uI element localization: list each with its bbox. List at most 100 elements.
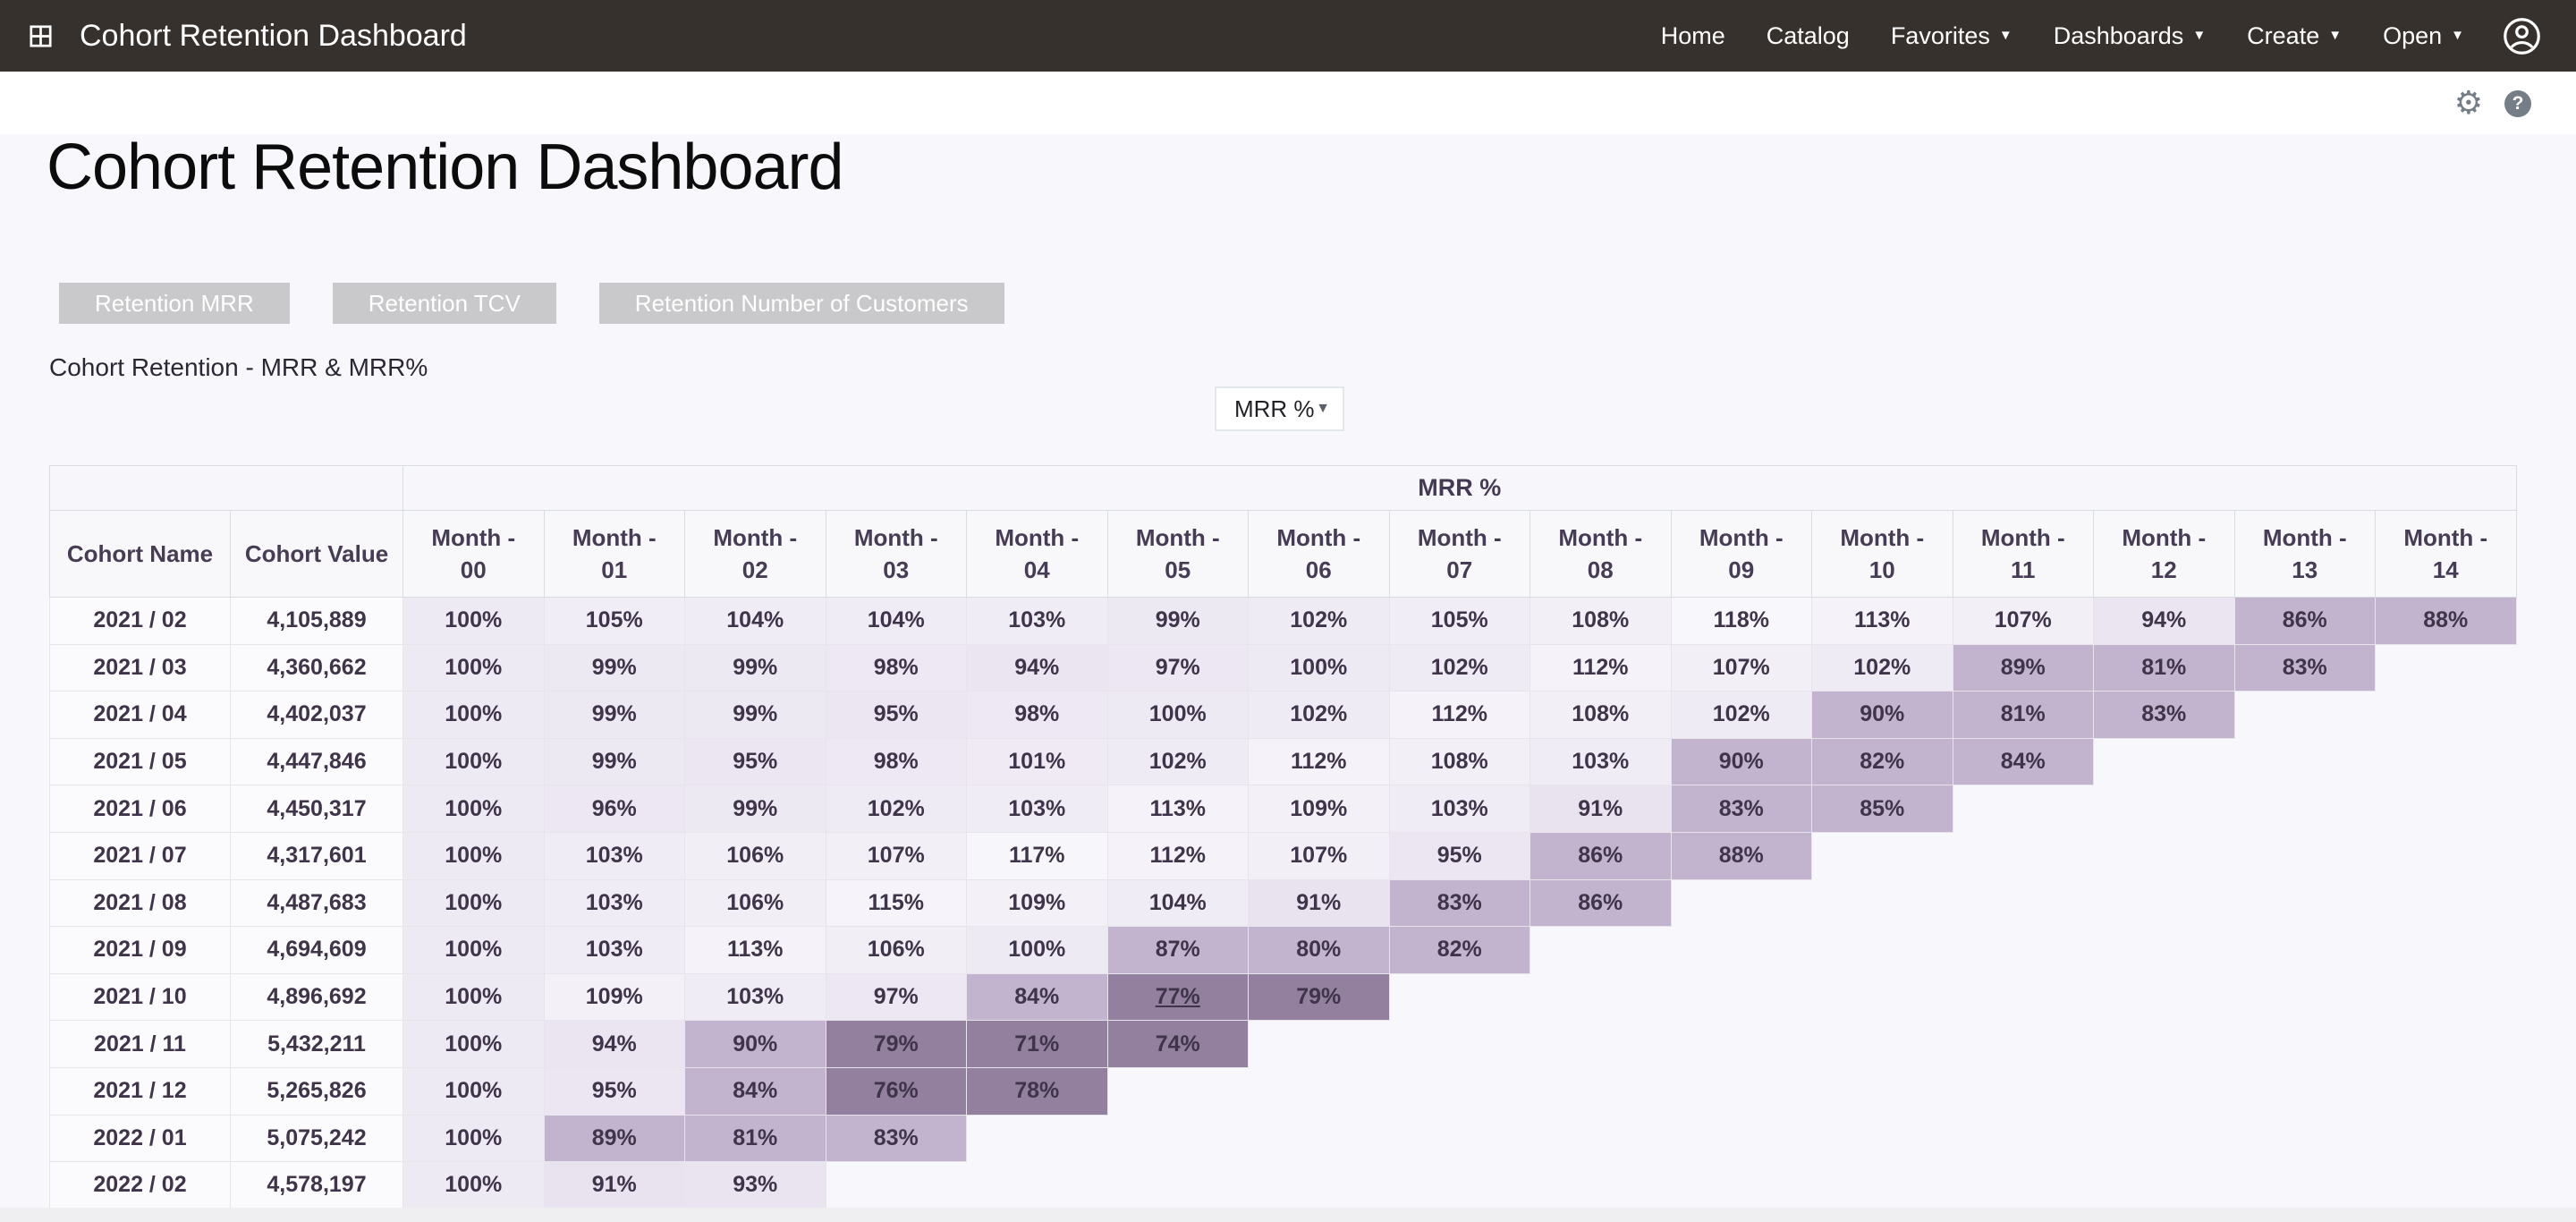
retention-cell[interactable]: 108% xyxy=(1530,691,1672,739)
retention-cell[interactable]: 71% xyxy=(966,1020,1108,1068)
retention-cell[interactable]: 93% xyxy=(684,1161,826,1209)
retention-cell[interactable]: 89% xyxy=(1952,643,2094,692)
nav-favorites[interactable]: Favorites ▼ xyxy=(1891,22,2012,50)
retention-cell[interactable]: 113% xyxy=(1811,597,1953,645)
retention-cell[interactable]: 95% xyxy=(1388,831,1530,880)
retention-cell[interactable]: 85% xyxy=(1811,785,1953,833)
retention-cell[interactable]: 87% xyxy=(1106,926,1249,974)
retention-cell[interactable]: 82% xyxy=(1811,737,1953,786)
retention-cell[interactable]: 106% xyxy=(684,878,826,928)
retention-cell[interactable]: 117% xyxy=(966,831,1108,880)
retention-cell[interactable]: 98% xyxy=(966,691,1108,739)
retention-cell[interactable]: 100% xyxy=(402,972,545,1022)
retention-mrr-button[interactable]: Retention MRR xyxy=(59,283,290,324)
retention-cell[interactable]: 112% xyxy=(1530,643,1672,692)
retention-cell[interactable]: 103% xyxy=(543,878,685,928)
retention-cell[interactable]: 109% xyxy=(543,972,685,1022)
retention-cell[interactable]: 74% xyxy=(1106,1020,1249,1068)
retention-cell[interactable]: 81% xyxy=(1952,691,2094,739)
retention-cell[interactable]: 100% xyxy=(402,831,545,880)
retention-cell[interactable]: 108% xyxy=(1388,737,1530,786)
retention-cell[interactable]: 113% xyxy=(1106,785,1249,833)
retention-cell[interactable]: 103% xyxy=(966,785,1108,833)
retention-cell[interactable]: 79% xyxy=(825,1020,967,1068)
settings-gear-icon[interactable]: ⚙ xyxy=(2453,85,2483,122)
retention-cell[interactable]: 88% xyxy=(2375,597,2517,645)
nav-create[interactable]: Create ▼ xyxy=(2247,22,2342,50)
account-icon[interactable] xyxy=(2502,16,2542,56)
retention-cell[interactable]: 100% xyxy=(402,1020,545,1068)
nav-catalog[interactable]: Catalog xyxy=(1766,21,1850,49)
retention-cell[interactable]: 104% xyxy=(684,597,826,645)
retention-cell[interactable]: 90% xyxy=(1811,691,1953,739)
retention-cell[interactable]: 94% xyxy=(543,1020,685,1068)
retention-cell[interactable]: 107% xyxy=(1952,597,2094,645)
retention-cell[interactable]: 102% xyxy=(825,785,967,833)
retention-cell[interactable]: 102% xyxy=(1248,597,1390,645)
retention-cell[interactable]: 104% xyxy=(1106,878,1249,928)
retention-cell[interactable]: 102% xyxy=(1388,643,1530,692)
retention-cell[interactable]: 81% xyxy=(684,1114,826,1163)
retention-cell[interactable]: 97% xyxy=(1106,643,1249,692)
measure-dropdown[interactable]: MRR % ▼ xyxy=(1215,386,1344,431)
retention-cell[interactable]: 118% xyxy=(1670,597,1812,645)
retention-cell[interactable]: 77% xyxy=(1106,972,1249,1022)
retention-cell[interactable]: 106% xyxy=(684,831,826,880)
retention-cell[interactable]: 100% xyxy=(402,691,545,739)
nav-open[interactable]: Open ▼ xyxy=(2383,22,2464,50)
retention-cell[interactable]: 104% xyxy=(825,597,967,645)
retention-cell[interactable]: 100% xyxy=(402,1066,545,1116)
retention-cell[interactable]: 78% xyxy=(966,1066,1108,1116)
retention-cell[interactable]: 95% xyxy=(825,691,967,739)
retention-cell[interactable]: 81% xyxy=(2093,643,2235,692)
retention-cell[interactable]: 100% xyxy=(402,737,545,786)
retention-cell[interactable]: 91% xyxy=(1530,785,1672,833)
retention-cell[interactable]: 106% xyxy=(825,926,967,974)
retention-cell[interactable]: 95% xyxy=(543,1066,685,1116)
retention-cell[interactable]: 99% xyxy=(684,643,826,692)
retention-cell[interactable]: 98% xyxy=(825,643,967,692)
retention-cell[interactable]: 99% xyxy=(684,691,826,739)
retention-cell[interactable]: 108% xyxy=(1530,597,1672,645)
retention-cell[interactable]: 100% xyxy=(402,878,545,928)
retention-cell[interactable]: 88% xyxy=(1670,831,1812,880)
retention-cell[interactable]: 103% xyxy=(684,972,826,1022)
retention-cell[interactable]: 83% xyxy=(2093,691,2235,739)
retention-cell[interactable]: 99% xyxy=(543,737,685,786)
retention-cell[interactable]: 102% xyxy=(1106,737,1249,786)
retention-cell[interactable]: 103% xyxy=(1530,737,1672,786)
retention-cell[interactable]: 115% xyxy=(825,878,967,928)
retention-cell[interactable]: 99% xyxy=(1106,597,1249,645)
retention-tcv-button[interactable]: Retention TCV xyxy=(332,283,556,324)
retention-cell[interactable]: 91% xyxy=(543,1161,685,1209)
retention-cell[interactable]: 96% xyxy=(543,785,685,833)
retention-cell[interactable]: 97% xyxy=(825,972,967,1022)
retention-cell[interactable]: 103% xyxy=(543,926,685,974)
retention-cell[interactable]: 101% xyxy=(966,737,1108,786)
retention-cell[interactable]: 105% xyxy=(1388,597,1530,645)
retention-cell[interactable]: 100% xyxy=(1106,691,1249,739)
retention-cell[interactable]: 76% xyxy=(825,1066,967,1116)
retention-cell[interactable]: 100% xyxy=(402,926,545,974)
retention-cell[interactable]: 86% xyxy=(1530,878,1672,928)
retention-cell[interactable]: 102% xyxy=(1811,643,1953,692)
retention-cell[interactable]: 99% xyxy=(684,785,826,833)
retention-cell[interactable]: 102% xyxy=(1670,691,1812,739)
retention-cell[interactable]: 113% xyxy=(684,926,826,974)
retention-cell[interactable]: 95% xyxy=(684,737,826,786)
retention-cell[interactable]: 98% xyxy=(825,737,967,786)
retention-cell[interactable]: 84% xyxy=(1952,737,2094,786)
nav-dashboards[interactable]: Dashboards ▼ xyxy=(2054,22,2206,50)
retention-cell[interactable]: 99% xyxy=(543,643,685,692)
help-icon[interactable]: ? xyxy=(2504,90,2531,117)
retention-cell[interactable]: 105% xyxy=(543,597,685,645)
retention-cell[interactable]: 109% xyxy=(966,878,1108,928)
retention-customers-button[interactable]: Retention Number of Customers xyxy=(598,283,1004,324)
retention-cell[interactable]: 100% xyxy=(402,1161,545,1209)
retention-cell[interactable]: 91% xyxy=(1248,878,1390,928)
retention-cell[interactable]: 84% xyxy=(966,972,1108,1022)
retention-cell[interactable]: 100% xyxy=(402,643,545,692)
retention-cell[interactable]: 100% xyxy=(402,597,545,645)
retention-cell[interactable]: 107% xyxy=(1248,831,1390,880)
retention-cell[interactable]: 103% xyxy=(543,831,685,880)
